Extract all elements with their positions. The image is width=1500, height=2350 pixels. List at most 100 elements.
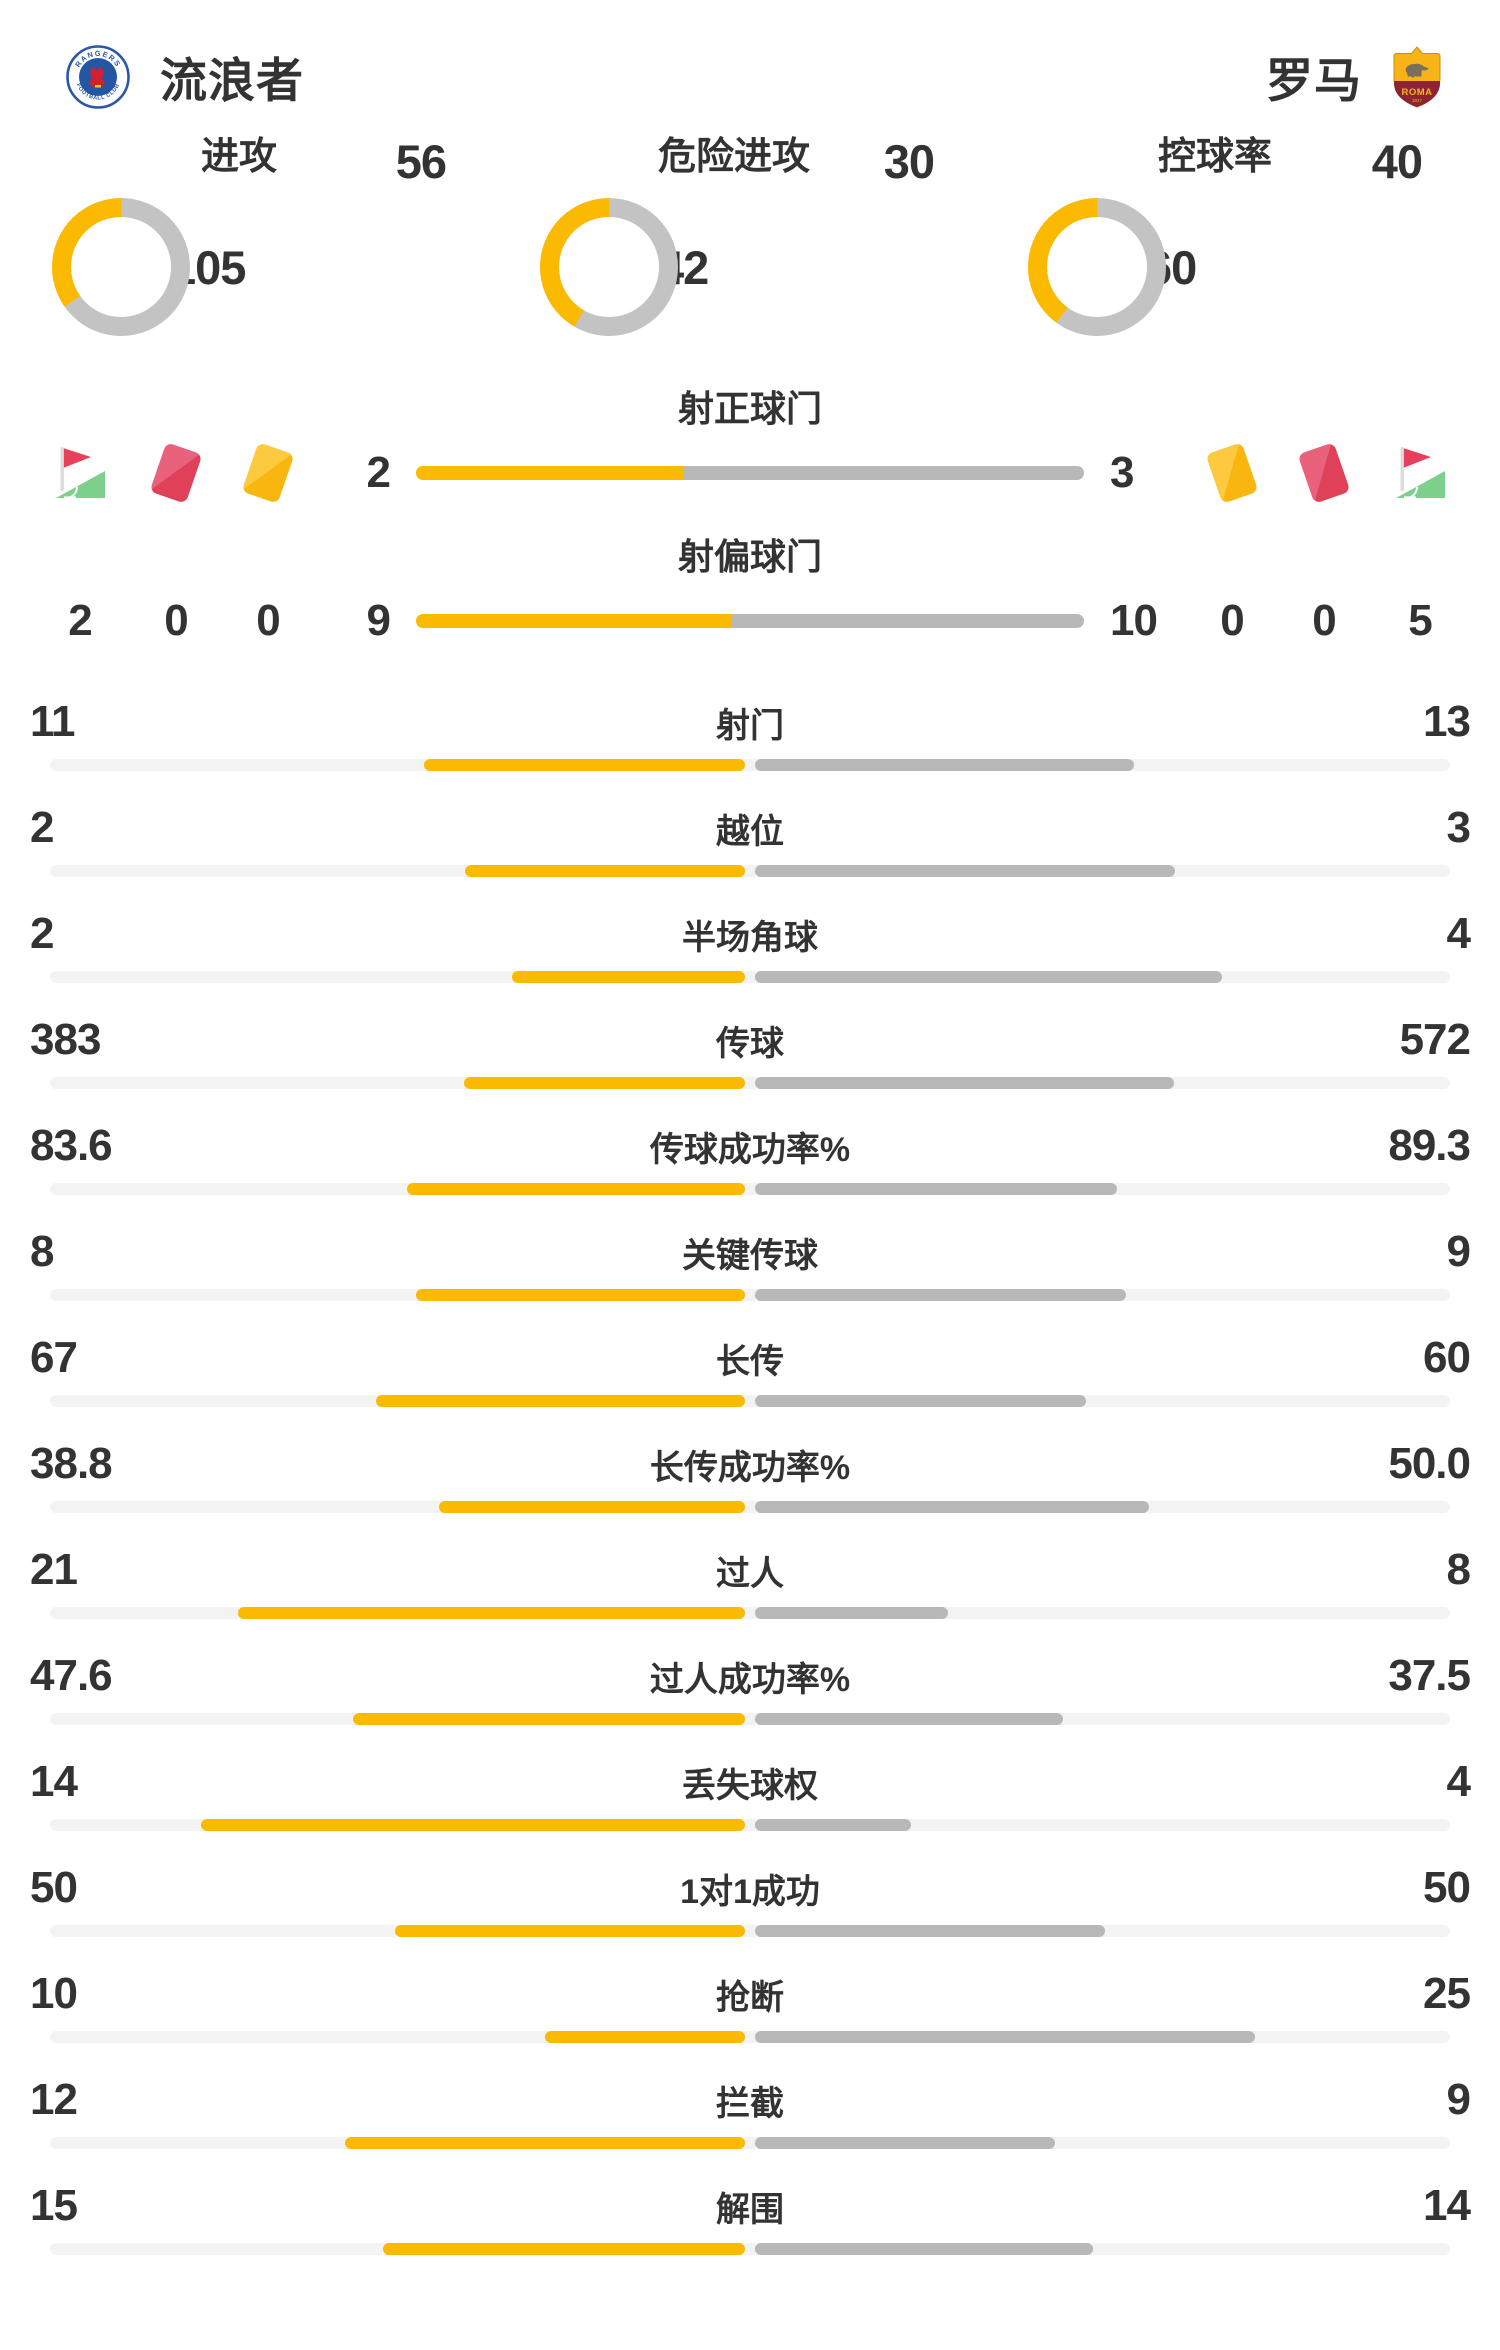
stat-away-value: 4: [1446, 909, 1472, 958]
donut-title: 进攻: [200, 136, 277, 178]
stat-home-value: 83.6: [30, 1121, 113, 1170]
stat-bar-track: [50, 1713, 1450, 1725]
away-yellow-cards-count: 0: [1220, 596, 1244, 645]
stat-home-value: 38.8: [30, 1439, 113, 1488]
shots-on-target-row: 2 3: [0, 440, 1500, 506]
stat-home-bar: [511, 971, 745, 983]
stat-row: 2 半场角球 4: [0, 900, 1500, 1006]
stat-home-value: 15: [30, 2181, 78, 2230]
stat-row: 8 关键传球 9: [0, 1218, 1500, 1324]
stat-away-bar: [755, 1713, 1064, 1725]
stat-away-bar: [755, 1501, 1150, 1513]
stat-label: 丢失球权: [682, 1766, 818, 1805]
stat-bar-track: [50, 971, 1450, 983]
stat-home-bar: [465, 865, 745, 877]
stat-label: 解围: [716, 2190, 784, 2229]
rangers-crest-icon: RANGERS FOOTBALL CLUB: [66, 44, 130, 109]
stat-home-bar: [345, 2137, 745, 2149]
donut-home-value: 30: [883, 135, 935, 188]
donut-ring: [540, 198, 678, 336]
stat-bar-track: [50, 1395, 1450, 1407]
stat-away-value: 3: [1446, 803, 1472, 852]
stat-home-bar: [382, 2243, 745, 2255]
stat-label: 传球: [716, 1024, 784, 1063]
stat-away-value: 4: [1446, 1757, 1472, 1806]
away-corners-count: 5: [1408, 596, 1432, 645]
stat-bar-track: [50, 2031, 1450, 2043]
stat-home-value: 2: [30, 803, 55, 852]
stat-bar-track: [50, 2137, 1450, 2149]
stat-row: 50 1对1成功 50: [0, 1854, 1500, 1960]
stat-home-bar: [464, 1077, 745, 1089]
donut-ring: [52, 198, 190, 336]
stat-home-value: 67: [30, 1333, 78, 1382]
stat-home-bar: [406, 1183, 745, 1195]
stat-label: 越位: [716, 812, 784, 851]
stat-home-value: 12: [30, 2075, 78, 2124]
stat-away-bar: [755, 2031, 1255, 2043]
stat-away-bar: [755, 971, 1222, 983]
away-yellow-card-icon: [1184, 442, 1280, 504]
stat-label: 长传成功率%: [649, 1448, 851, 1487]
stat-home-bar: [238, 1607, 745, 1619]
donut-home-value: 40: [1371, 135, 1423, 188]
stat-home-bar: [415, 1289, 745, 1301]
stat-bar-track: [50, 759, 1450, 771]
stat-away-value: 37.5: [1388, 1651, 1471, 1700]
stat-away-value: 25: [1423, 1969, 1471, 2018]
home-team: RANGERS FOOTBALL CLUB 流浪者: [66, 42, 304, 111]
stat-row: 67 长传 60: [0, 1324, 1500, 1430]
stat-row: 83.6 传球成功率% 89.3: [0, 1112, 1500, 1218]
shots-off-target-away-value: 10: [1110, 596, 1158, 645]
home-team-name: 流浪者: [160, 54, 304, 107]
donut-away-value: 105: [170, 240, 246, 294]
away-team-name: 罗马: [1266, 54, 1362, 107]
stat-away-bar: [755, 865, 1175, 877]
home-red-cards-count: 0: [164, 596, 188, 645]
stat-row: 15 解围 14: [0, 2172, 1500, 2278]
stat-away-bar: [755, 1183, 1117, 1195]
stat-away-bar: [755, 2243, 1093, 2255]
stat-home-value: 2: [30, 909, 55, 958]
stat-home-bar: [424, 759, 745, 771]
donut-away-value: 42: [658, 240, 709, 294]
stat-away-value: 60: [1423, 1333, 1471, 1382]
shots-off-target-home-bar: [416, 614, 733, 628]
stat-row: 47.6 过人成功率% 37.5: [0, 1642, 1500, 1748]
shots-on-target-away-bar: [683, 466, 1084, 480]
stat-home-value: 50: [30, 1863, 78, 1912]
stat-label: 过人成功率%: [649, 1660, 851, 1699]
away-red-cards-count: 0: [1312, 596, 1336, 645]
stat-home-value: 383: [30, 1015, 101, 1064]
stat-label: 过人: [716, 1554, 784, 1593]
stat-home-value: 10: [30, 1969, 78, 2018]
stat-away-value: 13: [1423, 697, 1471, 746]
stat-row: 21 过人 8: [0, 1536, 1500, 1642]
stat-away-value: 9: [1446, 2075, 1472, 2124]
stat-bar-track: [50, 1183, 1450, 1195]
match-header: RANGERS FOOTBALL CLUB 流浪者 罗马 ROMA 1927: [0, 0, 1500, 111]
stat-away-value: 9: [1446, 1227, 1472, 1276]
stat-bar-track: [50, 1819, 1450, 1831]
away-corner-flag-icon: [1368, 444, 1472, 502]
shots-off-target-bar: [416, 614, 1084, 628]
donut-chart: 进攻 56 105: [52, 125, 447, 336]
stat-row: 12 拦截 9: [0, 2066, 1500, 2172]
stat-row: 38.8 长传成功率% 50.0: [0, 1430, 1500, 1536]
shots-off-target-label: 射偏球门: [677, 536, 822, 577]
home-yellow-card-icon: [220, 442, 316, 504]
donut-title: 危险进攻: [658, 136, 811, 178]
shots-on-target-home-value: 2: [366, 448, 391, 497]
stat-away-bar: [755, 1395, 1086, 1407]
stats-list: 11 射门 13 2 越位 3 2 半场角球 4: [0, 688, 1500, 2278]
svg-text:1927: 1927: [1412, 98, 1423, 103]
home-corners-count: 2: [68, 596, 92, 645]
stat-bar-track: [50, 1077, 1450, 1089]
stat-label: 传球成功率%: [649, 1130, 851, 1169]
home-corner-flag-icon: [28, 444, 132, 502]
stat-bar-track: [50, 1925, 1450, 1937]
stat-home-value: 47.6: [30, 1651, 113, 1700]
home-yellow-cards-count: 0: [256, 596, 280, 645]
stat-away-value: 8: [1446, 1545, 1472, 1594]
stat-home-bar: [375, 1395, 745, 1407]
